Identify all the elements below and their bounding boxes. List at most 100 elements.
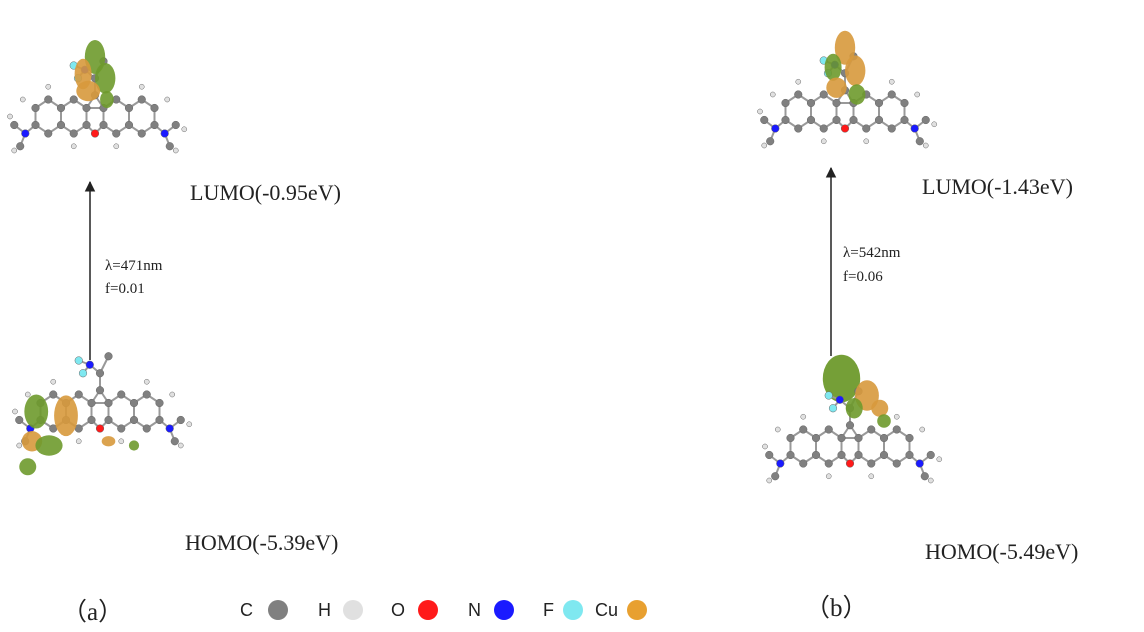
atom: [770, 92, 775, 97]
atom: [901, 99, 909, 107]
atom: [875, 99, 883, 107]
atom: [49, 391, 57, 399]
atom: [801, 414, 806, 419]
atom: [86, 361, 94, 369]
orbital-lobe: [100, 91, 114, 108]
panel-label: （a）: [62, 598, 123, 626]
atom: [57, 104, 65, 112]
wavelength: λ=471nm: [105, 258, 163, 274]
atom: [855, 451, 863, 459]
homo-label: HOMO(-5.39eV): [185, 530, 338, 555]
atom: [166, 425, 174, 433]
atom: [799, 460, 807, 468]
atom: [143, 425, 151, 433]
atom: [170, 392, 175, 397]
atom: [921, 472, 929, 480]
atom: [888, 125, 896, 133]
atom: [893, 460, 901, 468]
atom: [894, 414, 899, 419]
legend-label: C: [240, 600, 253, 620]
atom: [172, 121, 180, 129]
atom: [25, 392, 30, 397]
atom: [771, 472, 779, 480]
atom: [70, 130, 78, 138]
atom: [937, 457, 942, 462]
lumo-label: LUMO(-1.43eV): [922, 174, 1073, 199]
atom: [151, 121, 159, 129]
atom: [7, 114, 12, 119]
atom: [776, 460, 784, 468]
atom: [91, 130, 99, 138]
atom: [799, 426, 807, 434]
legend-swatch: [418, 600, 438, 620]
legend-swatch: [343, 600, 363, 620]
atom: [807, 116, 815, 124]
atom: [916, 460, 924, 468]
orbital-lobe: [54, 395, 78, 436]
atom: [867, 460, 875, 468]
atom: [125, 104, 133, 112]
atom: [100, 121, 108, 129]
orbital-lobe: [76, 81, 100, 101]
atom: [829, 404, 837, 412]
legend-swatch: [494, 600, 514, 620]
orbital-lobe: [877, 414, 891, 428]
orbital-lobe: [19, 458, 36, 475]
atom: [70, 96, 78, 104]
atom: [889, 79, 894, 84]
atom: [867, 426, 875, 434]
atom: [760, 116, 768, 124]
atom: [138, 130, 146, 138]
atom: [880, 451, 888, 459]
lumo-label: LUMO(-0.95eV): [190, 180, 341, 205]
atom: [771, 125, 779, 133]
legend-swatch: [563, 600, 583, 620]
atom: [833, 99, 841, 107]
atom: [156, 399, 164, 407]
atom: [46, 84, 51, 89]
atom: [130, 416, 138, 424]
atom: [20, 97, 25, 102]
atom: [166, 142, 174, 150]
legend-label: F: [543, 600, 554, 620]
legend-label: O: [391, 600, 405, 620]
legend-swatch: [268, 600, 288, 620]
orbital-lobe: [846, 398, 863, 418]
figure: LUMO(-0.95eV) λ=471nm f=0.01 HOMO(-5.39e…: [0, 0, 1144, 632]
atom: [88, 399, 96, 407]
atom: [927, 451, 935, 459]
orbital-lobe: [35, 435, 62, 455]
atom: [171, 437, 179, 445]
atom: [794, 125, 802, 133]
atom: [787, 434, 795, 442]
atom: [767, 478, 772, 483]
atom: [105, 416, 113, 424]
oscillator-strength: f=0.01: [105, 281, 145, 297]
atom: [916, 137, 924, 145]
atom: [807, 99, 815, 107]
atom: [833, 116, 841, 124]
atom: [144, 379, 149, 384]
atom: [51, 379, 56, 384]
atom: [151, 104, 159, 112]
atom: [911, 125, 919, 133]
atom: [112, 130, 120, 138]
atom: [105, 399, 113, 407]
legend-swatch: [627, 600, 647, 620]
atom: [44, 130, 52, 138]
atom: [15, 416, 23, 424]
atom: [787, 451, 795, 459]
atom: [893, 426, 901, 434]
atom: [17, 443, 22, 448]
atom: [836, 396, 844, 404]
atom: [906, 451, 914, 459]
atom: [922, 116, 930, 124]
atom: [105, 352, 113, 360]
atom: [16, 142, 24, 150]
atom: [76, 439, 81, 444]
atom: [762, 143, 767, 148]
atom: [820, 125, 828, 133]
atom: [794, 91, 802, 99]
atom: [855, 434, 863, 442]
atom: [920, 427, 925, 432]
